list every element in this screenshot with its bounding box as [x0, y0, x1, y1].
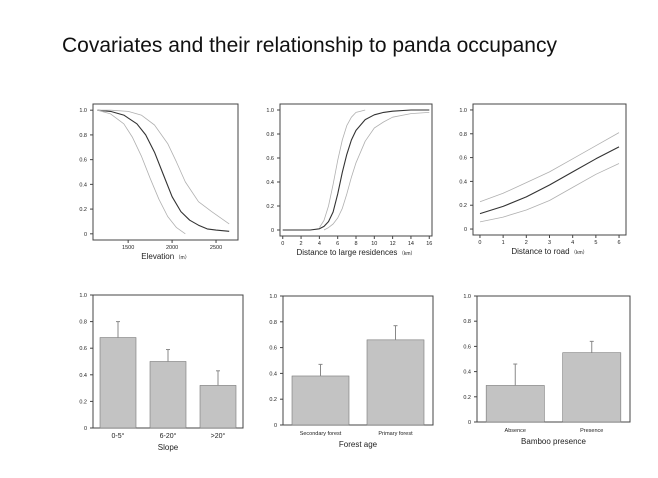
x-tick-label: 14 — [408, 241, 414, 247]
x-axis-label: Distance to road （km） — [511, 247, 587, 256]
mean-curve — [97, 109, 230, 232]
bar — [291, 375, 350, 426]
y-tick-label: 1.0 — [266, 108, 274, 114]
x-tick-label: 2 — [300, 241, 303, 247]
y-tick-label: 0 — [84, 426, 87, 432]
x-axis-unit: （m） — [174, 255, 190, 261]
bar — [485, 385, 545, 423]
x-tick-label: 1 — [502, 240, 505, 246]
y-tick-label: 1.0 — [459, 108, 467, 114]
y-tick-label: 0 — [84, 232, 87, 238]
y-tick-label: 1.0 — [79, 293, 87, 299]
bar — [366, 339, 425, 426]
bar — [99, 337, 137, 429]
x-tick-label: 2000 — [166, 245, 178, 251]
x-axis-label: Distance to large residences （km） — [296, 248, 415, 257]
x-tick-label: 4 — [318, 241, 321, 247]
y-tick-label: 0.8 — [269, 320, 277, 326]
y-tick-label: 0.8 — [459, 132, 467, 138]
y-tick-label: 0.4 — [79, 182, 87, 188]
plot-frame — [92, 103, 239, 241]
mean-curve — [282, 109, 430, 231]
x-tick-label: 1500 — [122, 245, 134, 251]
x-axis-label: Forest age — [339, 440, 378, 449]
y-tick-label: 0.4 — [463, 370, 471, 376]
y-tick-label: 0.8 — [79, 320, 87, 326]
x-tick-label: 4 — [571, 240, 574, 246]
x-category-label: Secondary forest — [300, 431, 342, 437]
lower-ci-curve — [479, 163, 620, 223]
x-tick-label: 5 — [594, 240, 597, 246]
y-tick-label: 0.8 — [266, 132, 274, 138]
chart-panel-2: 0 0.2 0.4 0.6 0.8 1.0 0 2 4 6 8 10 12 14 16 Distance to… — [266, 103, 433, 257]
bar — [562, 352, 622, 423]
y-tick-label: 0.4 — [269, 371, 277, 377]
upper-ci-curve — [97, 109, 230, 225]
y-tick-label: 0.4 — [79, 373, 87, 379]
x-category-label: Presence — [580, 428, 603, 434]
x-category-label: 6-20° — [160, 432, 177, 440]
x-tick-label: 10 — [371, 241, 377, 247]
x-tick-label: 12 — [390, 241, 396, 247]
y-tick-label: 0.4 — [266, 180, 274, 186]
x-tick-label: 8 — [354, 241, 357, 247]
lower-ci-curve — [97, 109, 186, 235]
y-tick-label: 0.2 — [459, 203, 467, 209]
y-tick-label: 0 — [464, 227, 467, 233]
x-tick-label: 0 — [478, 240, 481, 246]
y-tick-label: 0.4 — [459, 179, 467, 185]
plot-frame — [472, 103, 627, 236]
lower-ci-curve — [323, 112, 430, 231]
x-category-label: Absence — [505, 428, 526, 434]
y-tick-label: 0.6 — [269, 346, 277, 352]
x-tick-label: 0 — [281, 241, 284, 247]
x-axis-unit: （km） — [570, 250, 588, 256]
bar — [149, 361, 187, 429]
x-axis-label: Slope — [158, 443, 179, 452]
y-tick-label: 0.8 — [463, 319, 471, 325]
chart-panel-5: 0 0.2 0.4 0.6 0.8 1.0 Secondary forest Primary … — [269, 294, 434, 449]
x-category-label: Primary forest — [378, 431, 413, 437]
x-tick-label: 2 — [525, 240, 528, 246]
x-category-label: 0-5° — [112, 432, 125, 440]
y-tick-label: 0.2 — [79, 207, 87, 213]
chart-panel-1: 0 0.2 0.4 0.6 0.8 1.0 1500 2000 2500 Elevation （m… — [79, 103, 239, 261]
y-tick-label: 1.0 — [79, 108, 87, 114]
x-category-label: >20° — [211, 432, 226, 440]
x-tick-label: 16 — [426, 241, 432, 247]
y-tick-label: 0.2 — [269, 397, 277, 403]
x-axis-unit: （km） — [397, 251, 415, 257]
plot-frame — [279, 103, 433, 237]
x-axis-label: Bamboo presence — [521, 437, 586, 446]
y-tick-label: 0 — [271, 228, 274, 234]
x-axis-label: Elevation （m） — [141, 252, 189, 261]
y-tick-label: 1.0 — [463, 294, 471, 300]
y-tick-label: 0.2 — [463, 395, 471, 401]
x-tick-label: 6 — [336, 241, 339, 247]
y-tick-label: 0 — [274, 423, 277, 429]
y-tick-label: 0 — [468, 420, 471, 426]
mean-curve — [479, 146, 620, 215]
x-tick-label: 2500 — [210, 245, 222, 251]
upper-ci-curve — [479, 132, 620, 203]
y-tick-label: 0.8 — [79, 133, 87, 139]
upper-ci-curve — [319, 109, 366, 228]
slide-title: Covariates and their relationship to pan… — [62, 34, 557, 57]
x-tick-label: 6 — [618, 240, 621, 246]
chart-panel-3: 0 0.2 0.4 0.6 0.8 1.0 0 1 2 3 4 5 6 Distance to road … — [459, 103, 627, 256]
y-tick-label: 0.6 — [79, 346, 87, 352]
chart-panel-6: 0 0.2 0.4 0.6 0.8 1.0 Absence Presence Bamboo pr… — [463, 294, 631, 446]
y-tick-label: 0.2 — [266, 204, 274, 210]
y-tick-label: 0.2 — [79, 399, 87, 405]
bar — [199, 385, 237, 429]
y-tick-label: 0.6 — [79, 158, 87, 164]
y-tick-label: 0.6 — [266, 156, 274, 162]
y-tick-label: 0.6 — [463, 344, 471, 350]
x-tick-label: 3 — [548, 240, 551, 246]
y-tick-label: 1.0 — [269, 294, 277, 300]
y-tick-label: 0.6 — [459, 156, 467, 162]
chart-panel-4: 0 0.2 0.4 0.6 0.8 1.0 0-5° 6-20° >20° Slope — [79, 293, 244, 452]
